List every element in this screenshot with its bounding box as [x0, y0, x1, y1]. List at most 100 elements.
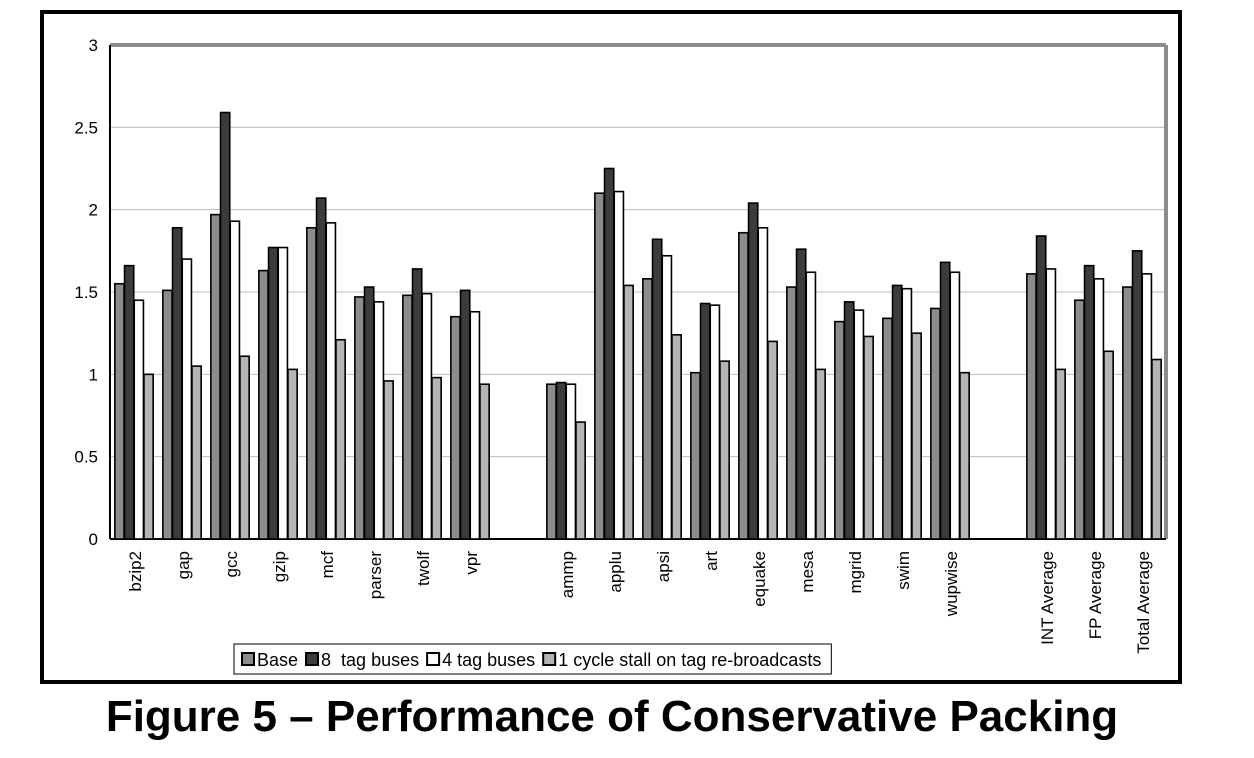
bar-mgrid-s1	[843, 301, 855, 540]
bar-gcc-s2	[229, 220, 241, 540]
bar-apsi-s1	[651, 238, 663, 540]
legend: Base 8 tag buses 4 tag buses 1 cycle stall …	[233, 643, 832, 675]
bar-INT Average-s1	[1035, 235, 1047, 540]
bar-Total Average-s2	[1141, 273, 1153, 540]
bar-gcc-s0	[210, 213, 221, 540]
bar-apsi-s2	[661, 254, 673, 540]
bar-chart: 0 0.5 1 1.5 2 2.5 3 bzip2 gap gcc gzip mcf parser tw…	[74, 36, 1168, 675]
bar-mcf-s1	[315, 197, 327, 540]
bar-bzip2-s2	[133, 299, 145, 540]
bar-mcf-s2	[325, 222, 337, 540]
bar-Total Average-s1	[1131, 250, 1143, 540]
bar-gzip-s0	[258, 269, 269, 540]
bar-parser-s2	[373, 301, 385, 540]
x-tick-label: mgrid	[846, 551, 865, 594]
bar-ammp-s3	[575, 421, 586, 540]
x-tick-label: swim	[894, 551, 913, 590]
bar-Total Average-s0	[1122, 286, 1133, 540]
bar-mcf-s0	[306, 226, 317, 540]
x-tick-label: gcc	[222, 551, 241, 578]
bar-swim-s3	[911, 332, 922, 540]
y-tick-label: 2	[89, 201, 98, 220]
bar-parser-s3	[383, 380, 394, 540]
bar-gzip-s1	[267, 246, 279, 540]
bar-bzip2-s0	[114, 282, 125, 540]
bar-twolf-s3	[431, 376, 442, 540]
x-tick-label: parser	[366, 551, 385, 600]
bar-vpr-s1	[459, 289, 471, 540]
bar-applu-s1	[603, 167, 615, 540]
x-tick-label: mcf	[318, 551, 337, 579]
bar-ammp-s0	[546, 383, 557, 540]
bar-INT Average-s0	[1026, 273, 1037, 540]
bar-mesa-s3	[815, 368, 826, 540]
bar-applu-s3	[623, 284, 634, 540]
y-tick-label: 1.5	[74, 283, 98, 302]
legend-label: Base	[257, 650, 298, 670]
figure-caption: Figure 5 – Performance of Conservative P…	[105, 692, 1119, 741]
bar-gap-s0	[162, 289, 173, 540]
x-tick-label: mesa	[798, 550, 817, 592]
x-tick-label: twolf	[414, 551, 433, 586]
bar-equake-s0	[738, 231, 749, 540]
bar-art-s1	[699, 302, 711, 540]
bar-gcc-s1	[219, 111, 231, 540]
bar-Total Average-s3	[1151, 358, 1162, 540]
legend-swatch	[426, 652, 441, 666]
x-tick-label: ammp	[558, 551, 577, 598]
bar-equake-s2	[757, 226, 769, 540]
y-tick-label: 0	[89, 530, 98, 549]
y-tick-label: 0.5	[74, 448, 98, 467]
bar-mesa-s0	[786, 286, 797, 540]
x-tick-label: INT Average	[1038, 551, 1057, 645]
x-tick-label: Total Average	[1134, 551, 1153, 654]
bar-swim-s2	[901, 287, 913, 540]
bar-apsi-s0	[642, 278, 653, 540]
bar-gap-s3	[191, 365, 202, 540]
y-tick-label: 3	[89, 36, 98, 55]
bar-ammp-s2	[565, 383, 577, 540]
bar-INT Average-s3	[1055, 368, 1066, 540]
legend-label: 1 cycle stall on tag re-broadcasts	[558, 650, 821, 670]
x-tick-label: wupwise	[942, 551, 961, 617]
bar-gzip-s3	[287, 368, 298, 540]
bar-equake-s3	[767, 340, 778, 540]
bar-twolf-s0	[402, 294, 413, 540]
bar-gap-s2	[181, 258, 193, 540]
bar-swim-s0	[882, 317, 893, 540]
bar-vpr-s2	[469, 310, 481, 540]
x-tick-label: apsi	[654, 551, 673, 582]
legend-swatch	[542, 652, 557, 666]
bar-swim-s1	[891, 284, 903, 540]
x-tick-label: vpr	[462, 551, 481, 575]
bar-equake-s1	[747, 202, 759, 540]
chart-frame: 0 0.5 1 1.5 2 2.5 3 bzip2 gap gcc gzip mcf parser tw…	[40, 10, 1182, 684]
bar-gzip-s2	[277, 246, 289, 540]
x-axis-labels: bzip2 gap gcc gzip mcf parser twolf vpr ammp appl…	[126, 550, 1153, 653]
bars	[114, 111, 1162, 540]
y-tick-label: 2.5	[74, 118, 98, 137]
bar-applu-s0	[594, 192, 605, 540]
bar-mgrid-s0	[834, 320, 845, 540]
bar-parser-s1	[363, 286, 375, 540]
legend-swatch	[241, 652, 255, 666]
bar-wupwise-s2	[949, 271, 961, 540]
bar-mesa-s1	[795, 248, 807, 540]
bar-FP Average-s2	[1093, 278, 1105, 540]
bar-INT Average-s2	[1045, 268, 1057, 540]
bar-gap-s1	[171, 226, 183, 540]
x-tick-label: equake	[750, 551, 769, 607]
y-axis-ticks: 0 0.5 1 1.5 2 2.5 3	[74, 36, 98, 549]
x-tick-label: applu	[606, 551, 625, 593]
x-tick-label: gap	[174, 551, 193, 579]
bar-vpr-s3	[479, 383, 490, 540]
bar-wupwise-s0	[930, 307, 941, 540]
y-tick-label: 1	[89, 365, 98, 384]
bar-wupwise-s1	[939, 261, 951, 540]
bar-applu-s2	[613, 190, 625, 540]
legend-label: 4 tag buses	[442, 650, 535, 670]
x-tick-label: gzip	[270, 551, 289, 582]
bar-art-s0	[690, 371, 701, 540]
x-tick-label: FP Average	[1086, 551, 1105, 639]
bar-mcf-s3	[335, 338, 346, 540]
